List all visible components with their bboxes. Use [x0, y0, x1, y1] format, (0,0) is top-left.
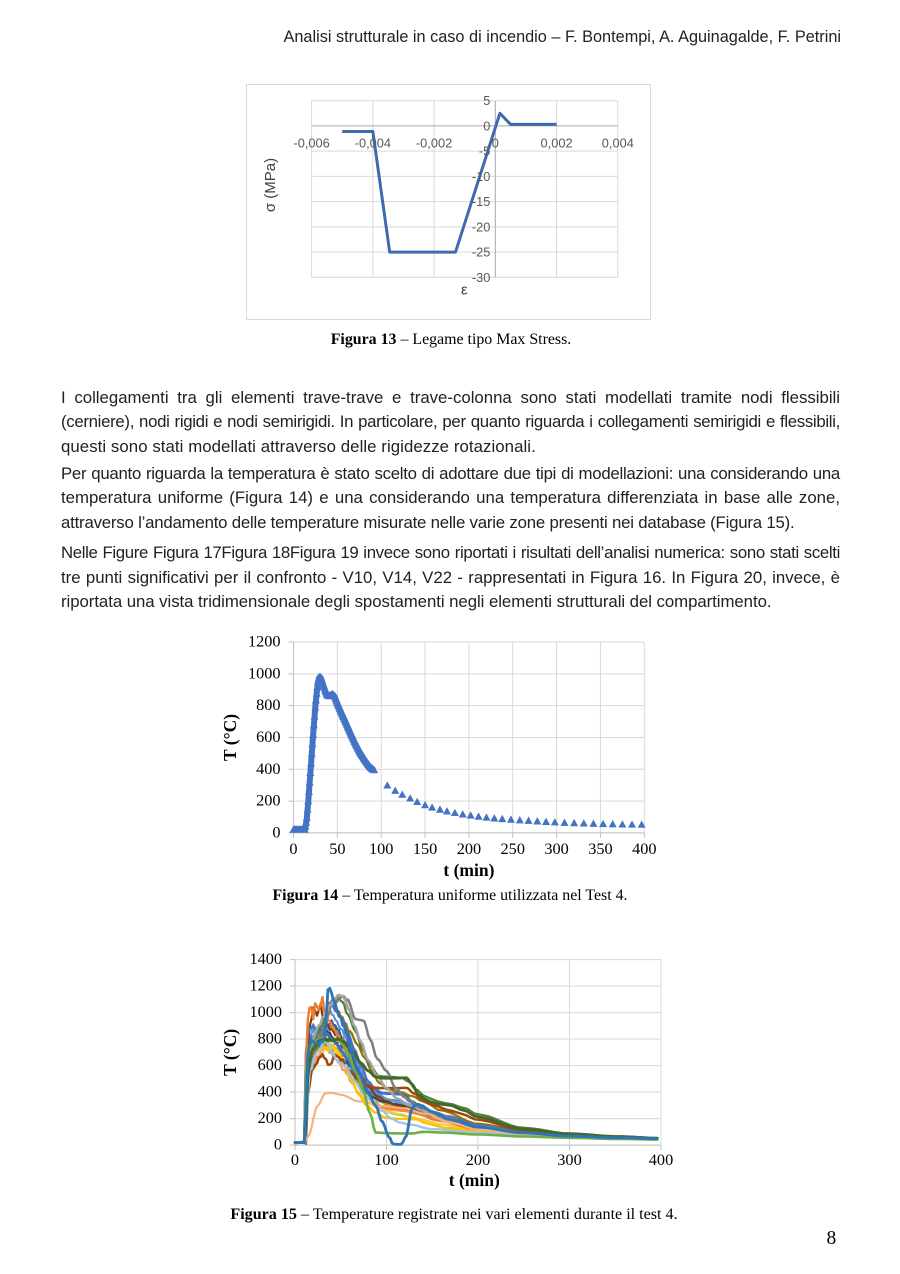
- svg-text:-30: -30: [472, 270, 491, 285]
- svg-text:0,004: 0,004: [602, 135, 634, 150]
- svg-text:100: 100: [374, 1150, 398, 1169]
- svg-text:200: 200: [258, 1108, 282, 1127]
- svg-text:0: 0: [291, 1150, 299, 1169]
- svg-text:-15: -15: [472, 194, 491, 209]
- svg-text:T (°C): T (°C): [220, 714, 240, 761]
- svg-text:t (min): t (min): [449, 1170, 500, 1190]
- svg-text:σ (MPa): σ (MPa): [262, 158, 279, 212]
- svg-text:800: 800: [256, 695, 280, 714]
- svg-text:200: 200: [466, 1150, 490, 1169]
- svg-text:150: 150: [413, 839, 437, 858]
- svg-text:1000: 1000: [248, 663, 281, 682]
- svg-text:0: 0: [272, 822, 280, 841]
- svg-text:50: 50: [329, 839, 345, 858]
- svg-text:-5: -5: [479, 144, 490, 159]
- svg-text:300: 300: [544, 839, 568, 858]
- svg-text:600: 600: [256, 727, 280, 746]
- svg-text:800: 800: [258, 1029, 282, 1048]
- svg-text:5: 5: [483, 93, 490, 108]
- svg-text:600: 600: [258, 1055, 282, 1074]
- svg-text:200: 200: [256, 791, 280, 810]
- svg-text:1000: 1000: [249, 1002, 282, 1021]
- svg-text:1200: 1200: [249, 976, 282, 995]
- svg-text:300: 300: [557, 1150, 581, 1169]
- svg-text:250: 250: [501, 839, 525, 858]
- svg-text:-0,004: -0,004: [355, 135, 391, 150]
- svg-text:350: 350: [588, 839, 612, 858]
- svg-text:400: 400: [258, 1082, 282, 1101]
- svg-text:T (°C): T (°C): [220, 1029, 240, 1076]
- svg-text:0: 0: [274, 1135, 282, 1154]
- svg-text:t (min): t (min): [443, 860, 494, 880]
- svg-text:-0,002: -0,002: [416, 135, 452, 150]
- svg-text:0: 0: [483, 118, 490, 133]
- svg-text:0: 0: [289, 839, 297, 858]
- svg-text:ε: ε: [461, 281, 468, 298]
- svg-text:-20: -20: [472, 219, 491, 234]
- svg-text:1400: 1400: [249, 949, 282, 968]
- svg-text:100: 100: [369, 839, 393, 858]
- svg-text:400: 400: [632, 839, 656, 858]
- svg-text:-25: -25: [472, 245, 491, 260]
- svg-text:400: 400: [256, 759, 280, 778]
- svg-text:200: 200: [457, 839, 481, 858]
- svg-text:400: 400: [649, 1150, 673, 1169]
- svg-text:-10: -10: [472, 169, 491, 184]
- svg-text:0,002: 0,002: [541, 135, 573, 150]
- svg-text:0: 0: [492, 135, 499, 150]
- svg-text:1200: 1200: [248, 632, 281, 651]
- svg-text:-0,006: -0,006: [293, 135, 329, 150]
